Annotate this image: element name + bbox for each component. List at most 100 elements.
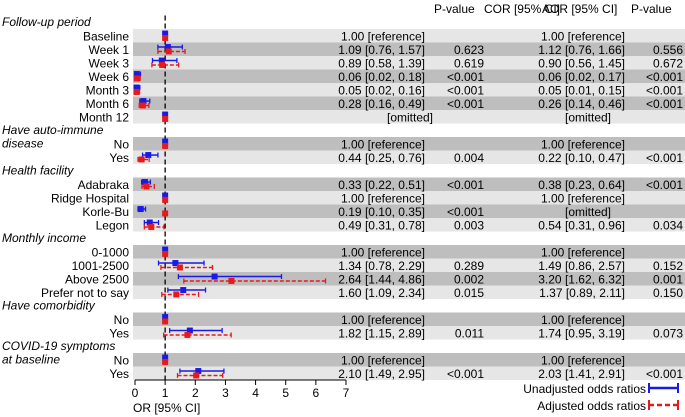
cor-point — [162, 314, 169, 321]
legend-unadjusted-label: Unadjusted odds ratios — [523, 382, 646, 396]
cor-value: 0.44 [0.25, 0.76] — [338, 151, 425, 165]
aor-point — [143, 183, 150, 190]
cor-value: 1.00 [reference] — [341, 191, 425, 205]
p-value-cor: 0.289 — [454, 259, 484, 273]
row-label: Yes — [109, 367, 129, 381]
x-tick-label: 0 — [132, 386, 139, 400]
x-axis: 0 1 2 3 4 5 6 7 — [132, 379, 350, 400]
row-label: Month 6 — [86, 97, 130, 111]
cor-value: 0.49 [0.31, 0.78] — [338, 218, 425, 232]
row-band — [133, 150, 685, 164]
row-label: 0-1000 — [92, 245, 130, 259]
aor-point — [162, 250, 169, 257]
x-tick-label: 2 — [192, 386, 199, 400]
row-label: Baseline — [83, 29, 129, 43]
aor-value: 0.26 [0.14, 0.46] — [538, 97, 625, 111]
p-value-aor: <0.001 — [646, 178, 683, 192]
aor-point — [138, 156, 145, 163]
aor-value: 1.00 [reference] — [541, 191, 625, 205]
aor-value: 0.05 [0.01, 0.15] — [538, 83, 625, 97]
cor-point — [140, 98, 147, 105]
legend-adjusted-label: Adjusted odds ratios — [537, 399, 646, 413]
group-title: Monthly income — [2, 231, 86, 245]
aor-value: 0.22 [0.10, 0.47] — [538, 151, 625, 165]
cor-point — [162, 192, 169, 199]
row-label: No — [114, 313, 130, 327]
row-band — [133, 272, 685, 286]
row-band — [133, 29, 685, 43]
p-value-aor: 0.672 — [653, 56, 683, 70]
cor-point — [158, 57, 165, 64]
cor-point — [146, 219, 153, 226]
cor-point — [180, 287, 187, 294]
row-band — [133, 218, 685, 232]
aor-point — [162, 34, 169, 41]
aor-value: 0.38 [0.23, 0.64] — [538, 178, 625, 192]
row-label: 1001-2500 — [72, 259, 130, 273]
aor-value: 0.90 [0.56, 1.45] — [538, 56, 625, 70]
aor-point — [162, 196, 169, 203]
aor-value: 1.37 [0.89, 2.11] — [539, 286, 625, 300]
aor-point — [133, 75, 140, 82]
aor-value: 1.49 [0.86, 2.57] — [538, 259, 625, 273]
row-label: Ridge Hospital — [51, 191, 129, 205]
p-value-aor: 0.152 — [653, 259, 683, 273]
aor-point — [176, 264, 183, 271]
cor-point — [141, 179, 148, 186]
row-band — [133, 137, 685, 151]
cor-point — [195, 368, 202, 375]
aor-point — [159, 61, 166, 68]
row-label: Korle-Bu — [82, 205, 129, 219]
aor-value: 1.00 [reference] — [541, 313, 625, 327]
cor-value: 1.09 [0.76, 1.57] — [338, 43, 425, 57]
chart-marks — [133, 30, 327, 379]
cor-value: 1.00 [reference] — [341, 313, 425, 327]
legend: Unadjusted odds ratios Adjusted odds rat… — [523, 382, 679, 413]
row-label: Prefer not to say — [41, 286, 129, 300]
cor-value: 0.19 [0.10, 0.35] — [338, 205, 425, 219]
cor-point — [162, 354, 169, 361]
row-label: No — [114, 137, 130, 151]
aor-value: 3.20 [1.62, 6.32] — [538, 272, 625, 286]
row-label: No — [114, 353, 130, 367]
aor-point — [193, 372, 200, 379]
row-band — [133, 366, 685, 380]
p-value-cor: 0.003 — [454, 218, 484, 232]
cor-point — [162, 138, 169, 145]
row-label: Yes — [109, 326, 129, 340]
aor-point — [162, 142, 169, 149]
aor-point — [228, 277, 235, 284]
aor-value: 2.03 [1.41, 2.91] — [538, 367, 625, 381]
cor-value: 1.00 [reference] — [341, 353, 425, 367]
cor-value: 2.64 [1.44, 4.86] — [338, 272, 425, 286]
row-band — [133, 110, 685, 124]
cor-value: 0.05 [0.02, 0.16] — [338, 83, 425, 97]
group-title: Have auto-immune — [2, 123, 104, 137]
cor-value: 1.34 [0.78, 2.29] — [338, 259, 425, 273]
row-label: Legon — [96, 218, 129, 232]
p-value-aor: <0.001 — [646, 97, 683, 111]
statistics-columns: 1.00 [reference] 1.00 [reference]1.09 [0.… — [338, 29, 683, 381]
aor-point — [139, 102, 146, 109]
cor-value: 0.89 [0.58, 1.39] — [338, 56, 425, 70]
group-title: Follow-up period — [2, 15, 91, 29]
group-title: disease — [2, 137, 44, 151]
cor-value: 0.28 [0.16, 0.49] — [338, 97, 425, 111]
p-value-cor: 0.015 — [454, 286, 484, 300]
cor-point — [162, 30, 169, 37]
p-value-aor: 0.150 — [653, 286, 683, 300]
row-band — [133, 326, 685, 340]
cor-point — [162, 111, 169, 118]
aor-point — [184, 331, 191, 338]
row-band — [133, 245, 685, 259]
x-axis-label: OR [95% CI] — [133, 401, 200, 415]
cor-value: 1.00 [reference] — [341, 29, 425, 43]
aor-point — [162, 318, 169, 325]
row-label: Above 2500 — [65, 272, 129, 286]
cor-value: 1.00 [reference] — [341, 137, 425, 151]
row-label: Month 12 — [79, 110, 129, 124]
p-value-cor: <0.001 — [447, 70, 484, 84]
